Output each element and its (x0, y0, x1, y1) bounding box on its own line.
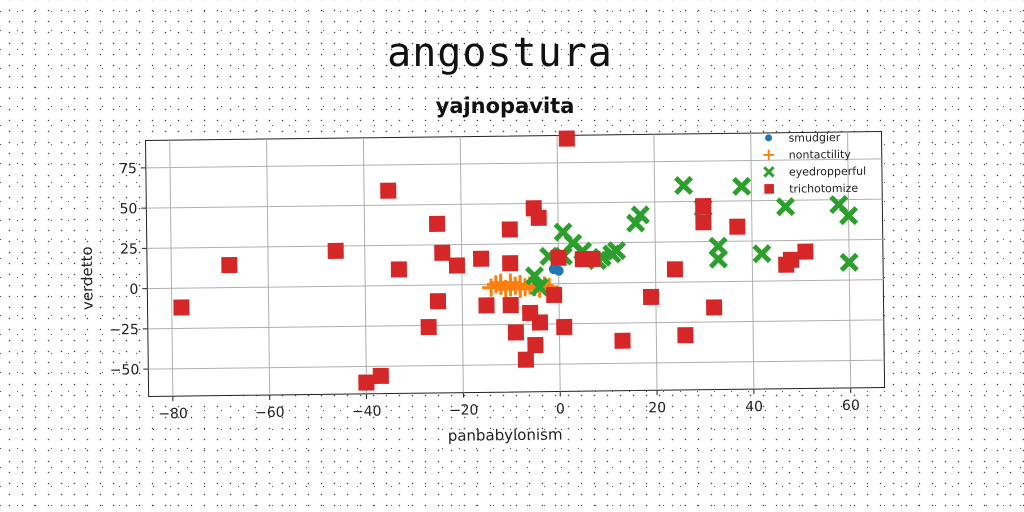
x-gridline (362, 137, 368, 394)
x-gridline (266, 139, 271, 396)
data-point (527, 336, 544, 354)
data-point (420, 318, 437, 336)
x-tick-label: 20 (648, 400, 666, 416)
data-point (839, 252, 859, 272)
x-tick-label: −40 (352, 404, 382, 420)
legend-marker (764, 184, 775, 194)
data-point (556, 318, 573, 336)
data-point (529, 277, 550, 297)
data-point (502, 255, 519, 272)
data-point (695, 198, 712, 215)
series-trichotomize (173, 130, 814, 391)
data-point (501, 273, 520, 292)
legend-marker (763, 166, 775, 178)
data-point (472, 250, 490, 267)
data-point (729, 218, 746, 235)
x-tick-label: −60 (255, 405, 285, 421)
y-gridline (147, 319, 884, 330)
legend-label: trichotomize (789, 182, 858, 196)
x-gridline (750, 133, 755, 390)
data-point (708, 249, 728, 269)
x-tick-label: 60 (842, 398, 860, 414)
data-point (695, 214, 712, 231)
data-point (372, 367, 389, 385)
x-gridline (169, 140, 174, 397)
data-point (548, 264, 559, 275)
y-gridline (146, 198, 883, 209)
data-point (530, 209, 547, 226)
data-point (221, 256, 238, 274)
legend-marker (763, 149, 775, 161)
y-gridline (145, 158, 882, 169)
data-point (478, 297, 495, 314)
data-point (507, 324, 524, 341)
data-point (448, 257, 466, 274)
data-point (390, 261, 407, 278)
y-tick-label: −50 (110, 362, 140, 378)
chart-subtitle: yajnopavita (435, 94, 575, 118)
data-point (501, 221, 518, 238)
legend-label: smudgier (788, 131, 840, 145)
y-tick-label: 75 (119, 161, 137, 177)
y-tick-label: 25 (120, 241, 138, 257)
data-point (642, 288, 660, 306)
legend-item: trichotomize (764, 182, 858, 196)
data-point (839, 206, 859, 226)
data-point (429, 293, 447, 310)
x-tick-label: 40 (745, 399, 763, 415)
data-point (380, 182, 397, 199)
y-gridline (148, 359, 885, 370)
data-point (558, 130, 575, 147)
data-point (666, 261, 684, 278)
data-point (358, 374, 375, 391)
data-point (531, 314, 549, 331)
data-point (630, 205, 650, 225)
x-axis-label: panbabylonism (448, 425, 563, 444)
data-point (797, 243, 814, 260)
data-point (327, 242, 344, 259)
data-point (614, 332, 631, 349)
y-tick-label: −25 (109, 322, 139, 338)
data-point (428, 215, 446, 232)
x-gridline (653, 134, 658, 391)
series-smudgier (548, 264, 564, 276)
data-point (550, 249, 567, 266)
legend-marker (765, 134, 773, 142)
legend-item: eyedropperful (763, 165, 866, 179)
data-point (677, 327, 694, 344)
data-point (752, 244, 772, 264)
y-axis-label: verdetto (78, 246, 97, 310)
data-point (517, 351, 534, 368)
legend-label: eyedropperful (789, 165, 866, 179)
data-point (775, 197, 796, 217)
y-tick-label: 50 (119, 201, 137, 217)
data-point (732, 176, 752, 196)
data-point (173, 299, 190, 316)
y-gridline (146, 238, 883, 249)
x-tick-label: −80 (158, 406, 188, 422)
legend-item: nontactility (763, 148, 851, 162)
data-point (524, 266, 545, 286)
x-tick-label: 0 (556, 401, 565, 417)
data-point (546, 286, 563, 304)
legend-item: smudgier (765, 131, 841, 145)
data-point (502, 297, 519, 314)
y-tick-label: 0 (129, 282, 138, 298)
data-point (584, 250, 601, 268)
data-point (607, 241, 627, 261)
data-point (706, 299, 723, 316)
x-tick-label: −20 (449, 402, 479, 418)
data-point (674, 175, 694, 196)
legend-label: nontactility (789, 148, 852, 162)
legend: smudgier nontactility eyedropperful trichot… (763, 131, 866, 196)
figure-title: angostura (387, 30, 613, 76)
data-point (782, 251, 800, 268)
data-point (434, 244, 451, 261)
